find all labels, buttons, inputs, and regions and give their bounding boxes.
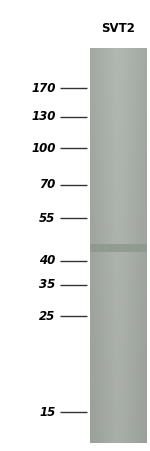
Text: 170: 170 bbox=[31, 82, 56, 95]
Text: 100: 100 bbox=[31, 142, 56, 155]
Text: 35: 35 bbox=[39, 279, 56, 291]
Text: 40: 40 bbox=[39, 254, 56, 267]
Text: 55: 55 bbox=[39, 212, 56, 225]
Text: 15: 15 bbox=[39, 405, 56, 419]
Bar bbox=[90, 48, 147, 443]
Text: 25: 25 bbox=[39, 309, 56, 322]
Text: 130: 130 bbox=[31, 110, 56, 124]
Text: SVT2: SVT2 bbox=[102, 22, 135, 34]
Text: 70: 70 bbox=[39, 179, 56, 192]
Bar bbox=[90, 244, 147, 252]
